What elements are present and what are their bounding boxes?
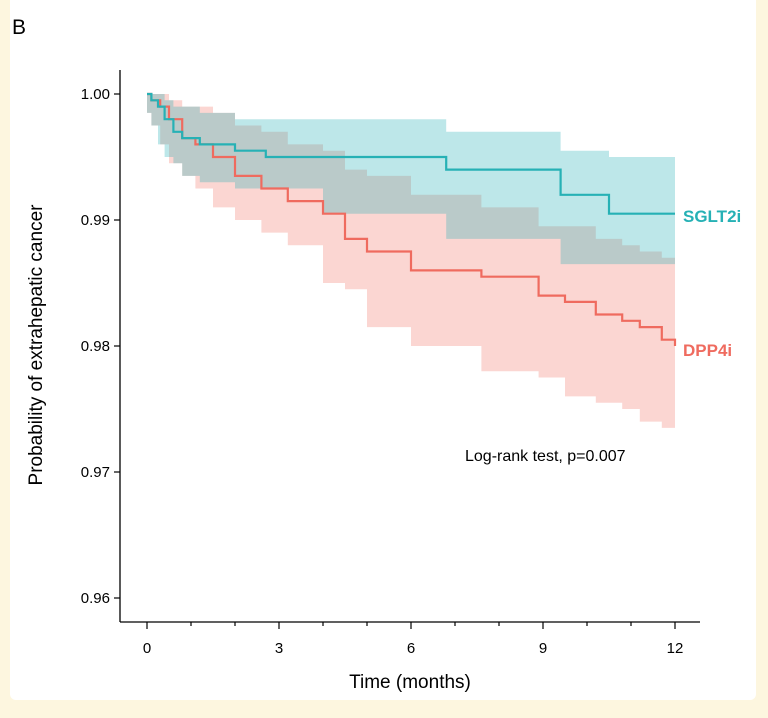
y-tick-label: 0.96 xyxy=(81,590,110,607)
curve-dpp4i xyxy=(147,92,677,346)
x-tick-label: 0 xyxy=(143,640,151,657)
log-rank-annotation: Log-rank test, p=0.007 xyxy=(465,448,626,465)
y-axis-title: Probability of extrahepatic cancer xyxy=(26,204,47,486)
y-tick-label: 1.00 xyxy=(81,86,110,103)
series-label-sglt2i: SGLT2i xyxy=(683,207,741,226)
survival-curves xyxy=(147,92,677,346)
y-tick-label: 0.99 xyxy=(81,212,110,229)
panel-label: B xyxy=(12,16,26,39)
x-tick-label: 3 xyxy=(275,640,283,657)
x-axis-title: Time (months) xyxy=(349,672,471,693)
km-curve-chart: B 0 3 6 9 12 1.00 0.99 0.98 0.97 0.96 Time (mont… xyxy=(12,16,741,693)
y-tick-label: 0.97 xyxy=(81,464,110,481)
x-tick-label: 9 xyxy=(539,640,547,657)
x-tick-label: 12 xyxy=(667,640,684,657)
ci-band-sglt2i xyxy=(147,94,675,265)
chart-panel: B 0 3 6 9 12 1.00 0.99 0.98 0.97 0.96 Time (mont… xyxy=(10,0,756,700)
x-ticks: 0 3 6 9 12 xyxy=(143,622,684,657)
x-tick-label: 6 xyxy=(407,640,415,657)
y-ticks: 1.00 0.99 0.98 0.97 0.96 xyxy=(81,86,120,607)
curve-sglt2i xyxy=(147,92,675,215)
series-label-dpp4i: DPP4i xyxy=(683,341,732,360)
y-tick-label: 0.98 xyxy=(81,338,110,355)
